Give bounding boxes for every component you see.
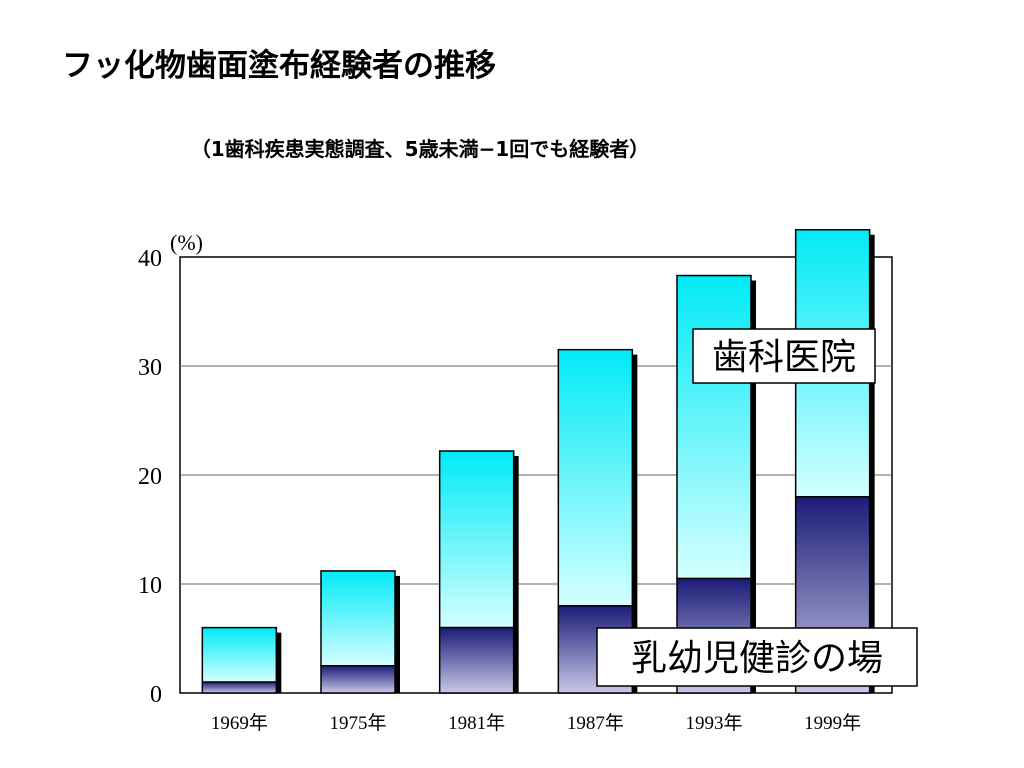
bar-segment-infant-checkup xyxy=(201,681,278,694)
bar-segment-dental-clinic xyxy=(438,450,515,629)
y-unit-label: (%) xyxy=(170,230,203,255)
y-tick-label: 20 xyxy=(138,464,162,490)
series-label-dental-clinic-box xyxy=(692,328,876,384)
chart-subtitle: （1歯科疾患実態調査、5歳未満−1回でも経験者） xyxy=(190,137,650,161)
y-tick-label: 30 xyxy=(138,355,162,381)
bar-segment-dental-clinic xyxy=(557,348,634,607)
x-tick-label: 1987年 xyxy=(567,712,624,734)
bars xyxy=(201,229,875,694)
series-label-infant-checkup: 乳幼児健診の場 xyxy=(631,638,883,679)
y-tick-label: 40 xyxy=(138,246,162,272)
x-tick-label: 1981年 xyxy=(448,712,505,734)
bar-segment-infant-checkup xyxy=(320,665,396,694)
axes: 0 10 20 30 40 (%) 1969年 1975年 1981年 1987年 1993年 199… xyxy=(138,230,861,734)
bar-segment-infant-checkup xyxy=(438,626,515,694)
bar-segment-dental-clinic xyxy=(320,570,396,667)
y-tick-label: 10 xyxy=(138,573,162,599)
x-tick-label: 1969年 xyxy=(211,712,268,734)
series-label-infant-checkup-box xyxy=(596,627,918,687)
page-title: フッ化物歯面塗布経験者の推移 xyxy=(62,48,496,84)
x-tick-label: 1975年 xyxy=(329,712,386,734)
x-tick-label: 1993年 xyxy=(685,712,742,734)
x-tick-label: 1999年 xyxy=(804,712,861,734)
bar-segment-dental-clinic xyxy=(201,626,278,683)
bar-segment-dental-clinic xyxy=(676,274,752,580)
series-label-dental-clinic: 歯科医院 xyxy=(712,337,856,378)
y-tick-label: 0 xyxy=(150,682,162,708)
